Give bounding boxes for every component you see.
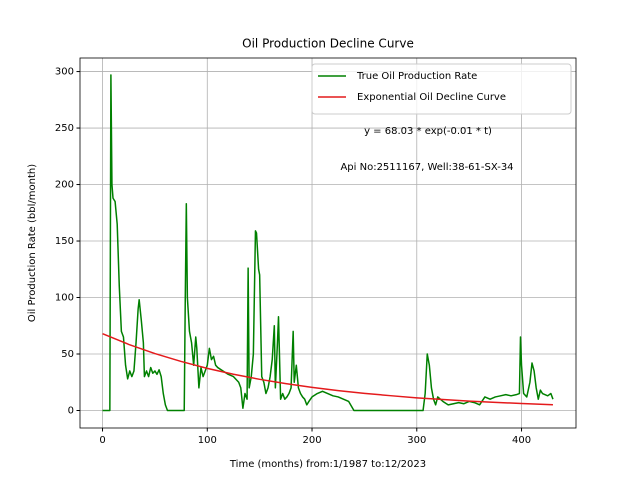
x-tick-label: 400 (512, 435, 531, 446)
y-tick-label: 0 (68, 405, 74, 416)
annotation: y = 68.03 * exp(-0.01 * t) (364, 126, 492, 137)
y-tick-label: 200 (55, 180, 74, 191)
y-tick-label: 300 (55, 67, 74, 78)
y-axis-label: Oil Production Rate (bbl/month) (27, 164, 38, 322)
x-tick-label: 200 (302, 435, 321, 446)
data-line (102, 332, 553, 406)
x-tick-label: 0 (99, 435, 105, 446)
annotation: Api No:2511167, Well:38-61-SX-34 (340, 162, 513, 173)
x-tick-label: 300 (407, 435, 426, 446)
legend-label: True Oil Production Rate (356, 71, 477, 82)
y-tick-label: 150 (55, 236, 74, 247)
x-axis-label: Time (months) from:1/1987 to:12/2023 (229, 459, 426, 470)
plot-frame (79, 57, 577, 429)
legend-box (311, 63, 572, 115)
y-tick-label: 100 (55, 293, 74, 304)
y-tick-label: 50 (61, 349, 74, 360)
x-tick-label: 100 (198, 435, 217, 446)
chart-title: Oil Production Decline Curve (242, 37, 414, 51)
legend-label: Exponential Oil Decline Curve (357, 92, 506, 103)
y-tick-label: 250 (55, 123, 74, 134)
